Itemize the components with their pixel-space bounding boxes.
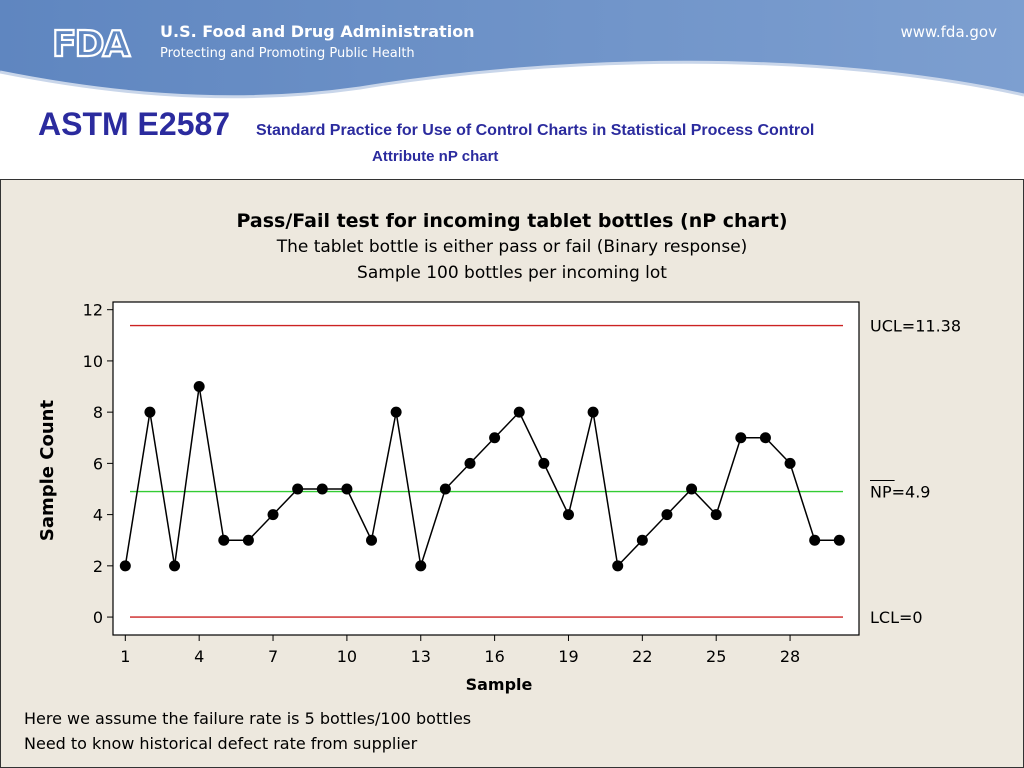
chart-kind-label: Attribute nP chart [372,148,499,165]
data-point [809,534,821,546]
chart-title: Pass/Fail test for incoming tablet bottl… [236,210,788,232]
data-point [242,534,254,546]
chart-subtitle-1: The tablet bottle is either pass or fail… [276,237,748,257]
fda-logo-text: FDA [52,24,130,62]
slide-subtitle: Standard Practice for Use of Control Cha… [256,122,815,139]
x-axis-label: Sample [466,675,533,694]
data-point [538,457,550,469]
x-tick-label: 7 [268,647,278,666]
data-point [193,381,205,393]
y-tick-label: 0 [93,608,103,627]
data-point [390,406,402,418]
x-tick-label: 28 [780,647,800,666]
control-line-label: LCL=0 [870,608,923,627]
data-point [341,483,353,495]
data-point [636,534,648,546]
y-tick-label: 8 [93,403,103,422]
plot-area [112,301,860,636]
data-point [464,457,476,469]
data-point [735,432,747,444]
x-tick-label: 13 [411,647,431,666]
data-point [169,560,181,572]
data-point [439,483,451,495]
x-tick-label: 1 [120,647,130,666]
data-point [144,406,156,418]
chart-panel: Pass/Fail test for incoming tablet bottl… [0,179,1024,768]
data-point [119,560,131,572]
data-point [661,509,673,521]
data-point [292,483,304,495]
data-point [759,432,771,444]
note-historical-rate: Need to know historical defect rate from… [24,734,418,753]
data-point [366,534,378,546]
data-point [316,483,328,495]
x-tick-label: 4 [194,647,204,666]
data-point [784,457,796,469]
control-line-label: UCL=11.38 [870,317,961,336]
y-tick-label: 2 [93,557,103,576]
org-tagline: Protecting and Promoting Public Health [160,46,415,61]
x-tick-label: 19 [558,647,578,666]
data-point [513,406,525,418]
data-point [267,509,279,521]
control-line-label: NP=4.9 [870,483,930,502]
header-banner [0,0,1024,99]
fda-logo: FDA [51,23,134,62]
data-point [686,483,698,495]
x-tick-label: 16 [484,647,504,666]
x-tick-label: 10 [337,647,357,666]
data-point [612,560,624,572]
org-name: U.S. Food and Drug Administration [160,22,475,41]
data-point [710,509,722,521]
x-tick-label: 25 [706,647,726,666]
x-tick-label: 22 [632,647,652,666]
slide-title: ASTM E2587 [38,106,231,142]
data-point [833,534,845,546]
data-point [562,509,574,521]
y-tick-label: 12 [83,301,103,320]
data-point [489,432,501,444]
y-tick-label: 4 [93,506,103,525]
data-point [415,560,427,572]
chart-subtitle-2: Sample 100 bottles per incoming lot [357,263,667,283]
data-point [587,406,599,418]
y-tick-label: 6 [93,454,103,473]
y-tick-label: 10 [83,352,103,371]
data-point [218,534,230,546]
site-url[interactable]: www.fda.gov [900,23,997,41]
note-failure-rate: Here we assume the failure rate is 5 bot… [24,709,472,728]
y-axis-label: Sample Count [37,400,58,542]
